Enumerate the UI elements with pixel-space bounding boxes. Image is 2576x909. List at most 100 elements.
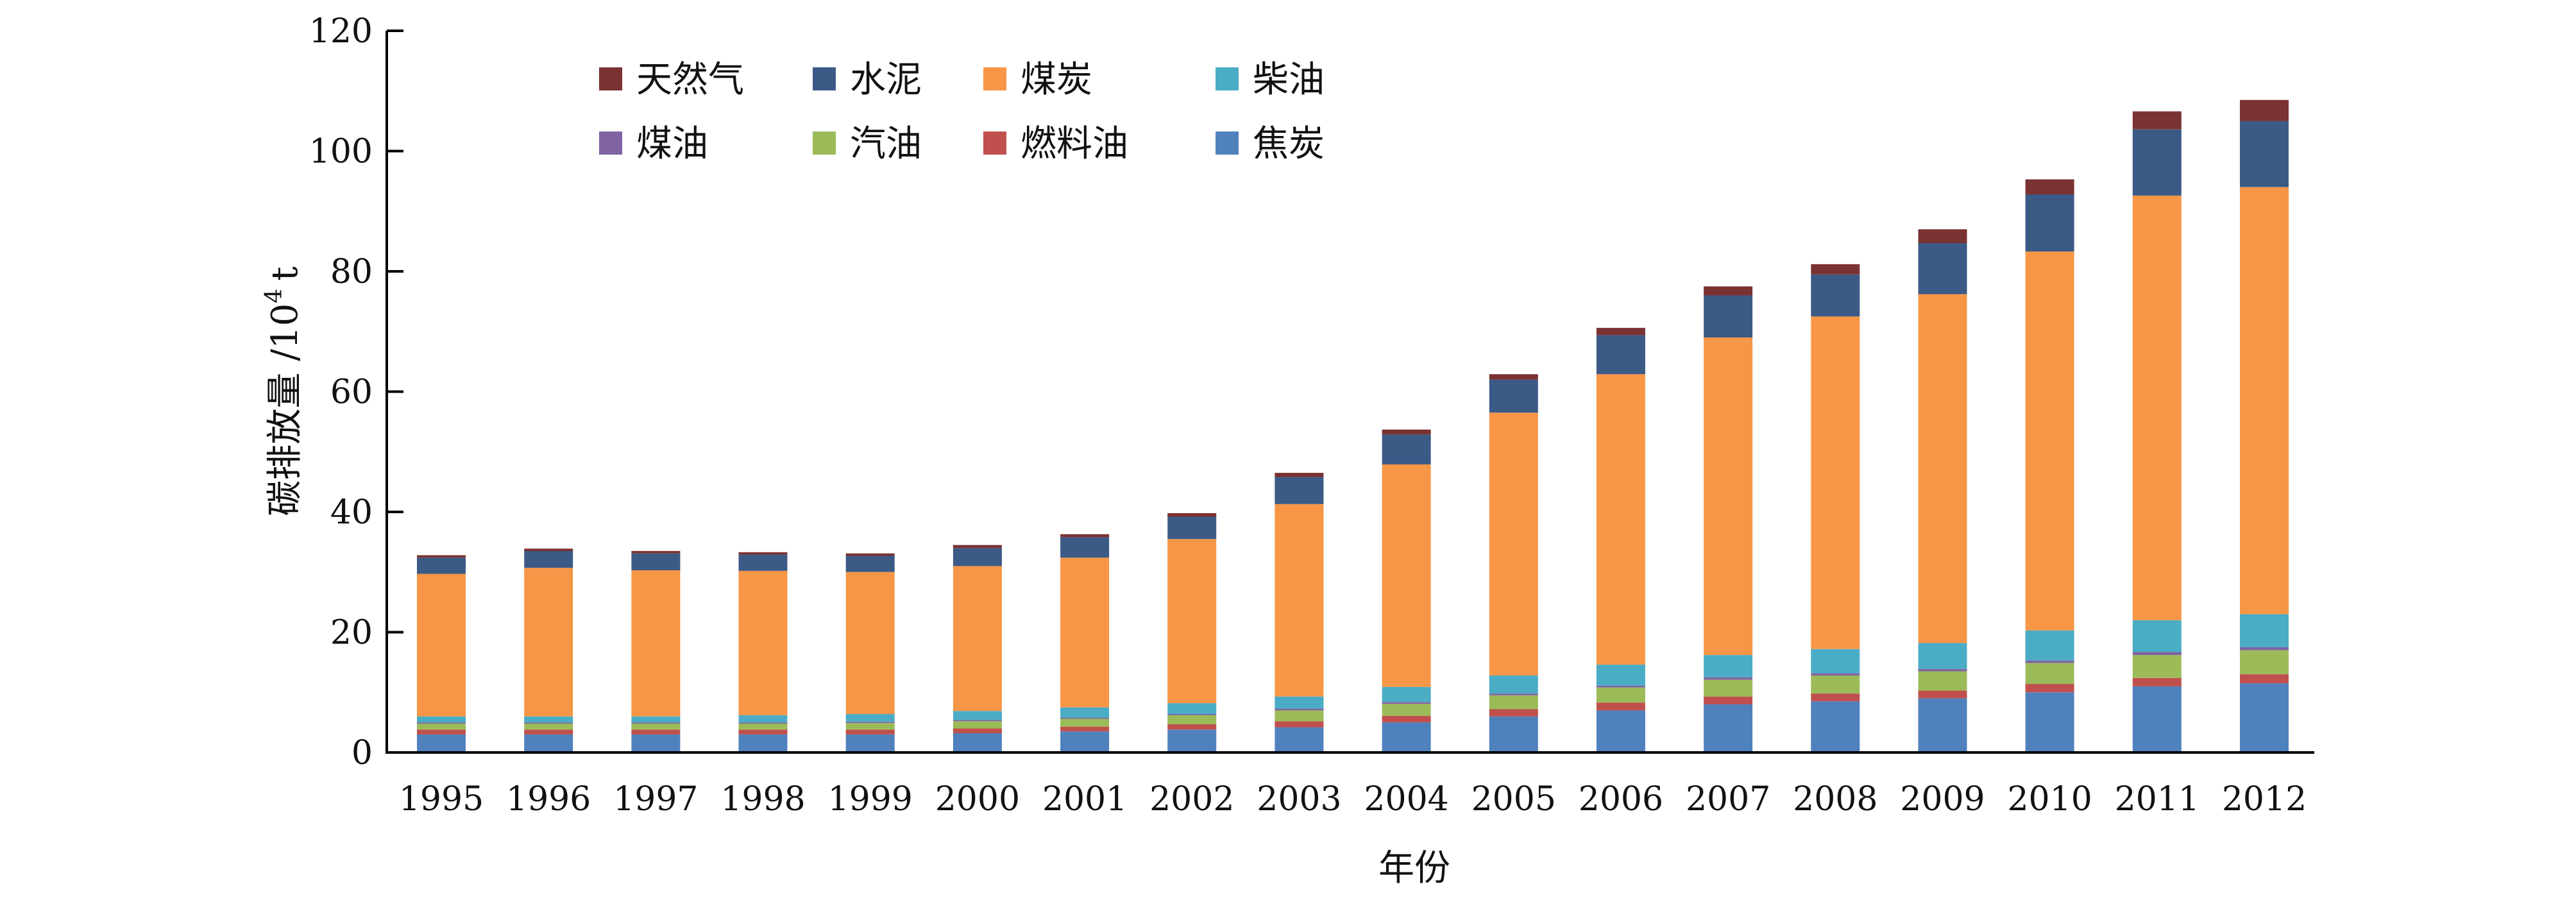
- bar-1999-series-3: [845, 722, 895, 724]
- bar-1999-series-5: [845, 572, 895, 715]
- bar-2007-series-3: [1704, 677, 1753, 680]
- legend-item-煤炭: 煤炭: [983, 59, 1092, 101]
- bar-1999-series-4: [845, 714, 895, 722]
- bar-1995-series-0: [417, 734, 466, 752]
- bar-1999-series-7: [845, 553, 895, 556]
- legend-label-水泥: 水泥: [850, 59, 922, 101]
- bar-2006-series-7: [1596, 328, 1645, 336]
- bar-1998-series-2: [738, 724, 788, 730]
- bar-stack-2004: [1382, 429, 1431, 752]
- bar-2004-series-5: [1382, 464, 1431, 687]
- bar-2000-series-2: [953, 721, 1002, 729]
- legend-item-汽油: 汽油: [813, 123, 922, 165]
- bar-2000-series-3: [953, 720, 1002, 722]
- bar-2004-series-6: [1382, 434, 1431, 464]
- bar-stack-2006: [1596, 328, 1645, 752]
- bar-2009-series-0: [1918, 698, 1967, 752]
- legend-item-燃料油: 燃料油: [983, 123, 1128, 165]
- bar-2010-series-5: [2025, 251, 2074, 631]
- bar-1995-series-2: [417, 724, 466, 730]
- bar-2009-series-6: [1918, 242, 1967, 294]
- bar-2011-series-6: [2132, 129, 2182, 196]
- bars-layer: [417, 99, 2289, 753]
- bar-2011-series-3: [2132, 652, 2182, 656]
- bar-2006-series-3: [1596, 685, 1645, 688]
- bar-2001-series-7: [1060, 534, 1110, 538]
- legend-item-水泥: 水泥: [813, 59, 922, 101]
- bar-2012-series-5: [2240, 187, 2289, 615]
- bar-1998-series-0: [738, 734, 788, 752]
- legend-swatch-煤油: [599, 132, 622, 155]
- x-tick-label-2000: 2000: [935, 780, 1020, 819]
- bar-2002-series-0: [1167, 729, 1217, 752]
- bar-stack-2002: [1167, 513, 1217, 752]
- bar-stack-1997: [631, 550, 681, 752]
- legend-label-天然气: 天然气: [636, 59, 744, 101]
- x-tick-label-1998: 1998: [720, 780, 805, 819]
- x-tick-label-2010: 2010: [2007, 780, 2092, 819]
- bar-stack-2012: [2240, 99, 2289, 752]
- y-tick-label-80: 80: [330, 253, 373, 291]
- bar-1997-series-5: [631, 570, 681, 717]
- legend-swatch-燃料油: [983, 132, 1006, 155]
- bar-2005-series-5: [1489, 412, 1538, 675]
- x-tick-label-2012: 2012: [2222, 780, 2307, 819]
- bar-2009-series-5: [1918, 294, 1967, 643]
- bar-1995-series-3: [417, 722, 466, 724]
- bar-1996-series-6: [524, 550, 573, 568]
- bar-2003-series-5: [1275, 504, 1324, 697]
- bar-2007-series-2: [1704, 679, 1753, 697]
- x-ticks: 1995 1996 1997 1998 1999 2000 2001 2002 2003 2004…: [399, 780, 2307, 819]
- bar-1999-series-6: [845, 556, 895, 572]
- bar-1999-series-1: [845, 729, 895, 735]
- bar-stack-2007: [1704, 286, 1753, 752]
- bar-2001-series-6: [1060, 537, 1110, 558]
- bar-stack-2001: [1060, 534, 1110, 752]
- bar-2005-series-3: [1489, 693, 1538, 695]
- bar-1995-series-5: [417, 573, 466, 717]
- bar-stack-2010: [2025, 179, 2074, 753]
- legend-swatch-柴油: [1216, 67, 1239, 90]
- bar-2011-series-2: [2132, 655, 2182, 678]
- bar-2011-series-0: [2132, 686, 2182, 752]
- bar-2000-series-4: [953, 711, 1002, 720]
- bar-2000-series-0: [953, 733, 1002, 752]
- bar-2009-series-2: [1918, 671, 1967, 691]
- bar-stack-1998: [738, 552, 788, 752]
- y-ticks: 0 20 40 60 80 100 120: [309, 12, 403, 772]
- y-tick-label-120: 120: [309, 12, 373, 51]
- bar-2011-series-4: [2132, 620, 2182, 652]
- bar-2005-series-6: [1489, 379, 1538, 413]
- bar-2010-series-2: [2025, 663, 2074, 684]
- bar-1995-series-1: [417, 729, 466, 735]
- bar-1995-series-4: [417, 716, 466, 723]
- x-tick-label-2004: 2004: [1364, 780, 1448, 819]
- bar-2008-series-6: [1811, 274, 1860, 317]
- y-axis-title-main: 碳排放量 /10: [264, 303, 306, 516]
- bar-2003-series-1: [1275, 721, 1324, 727]
- bar-1997-series-1: [631, 729, 681, 735]
- bar-2010-series-4: [2025, 630, 2074, 661]
- bar-2003-series-4: [1275, 696, 1324, 709]
- bar-2006-series-0: [1596, 710, 1645, 752]
- x-tick-label-2009: 2009: [1900, 780, 1985, 819]
- bar-2008-series-5: [1811, 316, 1860, 649]
- bar-1997-series-0: [631, 734, 681, 752]
- bar-2012-series-0: [2240, 683, 2289, 752]
- bar-2004-series-4: [1382, 686, 1431, 702]
- bar-2008-series-0: [1811, 701, 1860, 752]
- bar-2010-series-3: [2025, 660, 2074, 663]
- bar-2006-series-4: [1596, 665, 1645, 686]
- x-tick-label-2001: 2001: [1042, 780, 1127, 819]
- x-tick-label-2005: 2005: [1471, 780, 1556, 819]
- legend-label-煤炭: 煤炭: [1021, 59, 1092, 101]
- bar-2008-series-2: [1811, 675, 1860, 694]
- x-axis-title: 年份: [1378, 847, 1450, 889]
- legend-swatch-天然气: [599, 67, 622, 90]
- y-tick-label-100: 100: [309, 133, 373, 171]
- legend-item-柴油: 柴油: [1216, 59, 1325, 101]
- legend-item-煤油: 煤油: [599, 123, 708, 165]
- x-tick-label-2011: 2011: [2115, 780, 2199, 819]
- x-tick-label-2002: 2002: [1149, 780, 1234, 819]
- legend-item-焦炭: 焦炭: [1216, 123, 1325, 165]
